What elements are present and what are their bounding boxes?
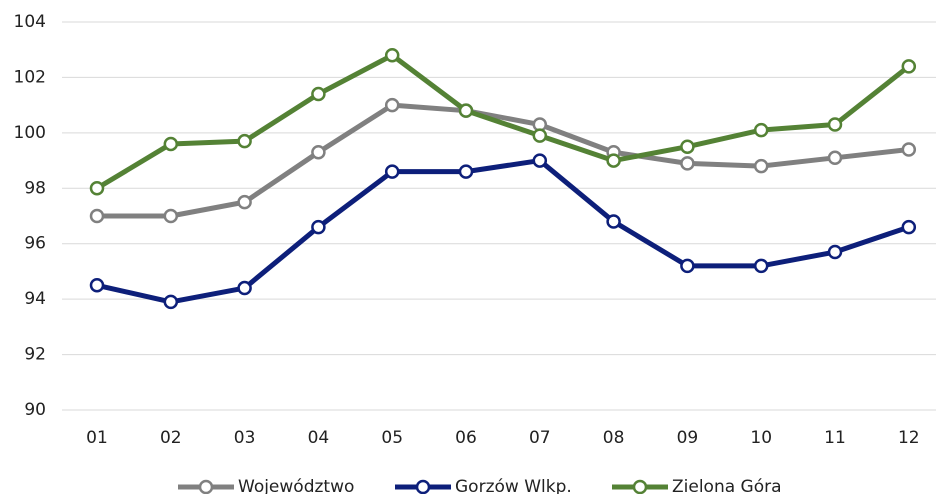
point [89,208,105,224]
y-tick-label: 102 [14,67,46,87]
x-tick-label: 11 [824,428,846,448]
x-tick-label: 04 [308,428,330,448]
point [680,139,695,154]
y-tick-label: 94 [24,289,46,309]
point [901,142,917,157]
legend-marker [198,479,214,494]
point [458,164,474,179]
y-tick-label: 92 [24,345,46,365]
point [384,48,400,63]
point [311,86,326,102]
point [827,117,843,132]
x-tick-label: 01 [86,428,108,448]
point [680,156,695,171]
y-tick-label: 104 [14,12,46,32]
x-tick-label: 12 [898,428,920,448]
point [827,150,843,166]
x-tick-label: 07 [529,428,551,448]
point [532,128,548,143]
y-tick-label: 96 [24,234,46,254]
y-tick-label: 98 [24,178,46,198]
legend-marker [632,479,648,494]
x-tick-label: 05 [381,428,403,448]
x-tick-label: 08 [603,428,625,448]
legend-label: Województwo [238,477,354,494]
x-tick-label: 09 [677,428,699,448]
y-tick-label: 90 [24,400,46,420]
point [606,214,621,229]
point [163,208,179,224]
point [901,59,917,74]
point [753,258,769,274]
point [89,278,105,293]
point [163,294,179,310]
point [237,133,252,149]
point [827,244,843,260]
legend-marker [415,479,431,494]
point [384,97,400,113]
point [311,145,326,160]
point [532,153,548,168]
legend-label: Zielona Góra [672,477,782,494]
x-tick-label: 03 [234,428,256,448]
point [384,164,400,179]
y-tick-label: 100 [14,123,46,143]
point [163,136,179,152]
point [237,194,252,210]
x-tick-label: 06 [455,428,477,448]
series-line [97,102,910,219]
point [901,219,917,235]
x-tick-label: 10 [750,428,772,448]
point [753,158,769,174]
series-line [96,158,910,305]
point [606,153,621,168]
point [237,280,252,296]
point [753,122,769,138]
point [89,181,105,196]
x-tick-label: 02 [160,428,182,448]
point [311,219,326,235]
legend-label: Gorzów Wlkp. [455,477,572,494]
series-line [95,52,911,191]
point [458,103,474,118]
point [680,258,695,274]
